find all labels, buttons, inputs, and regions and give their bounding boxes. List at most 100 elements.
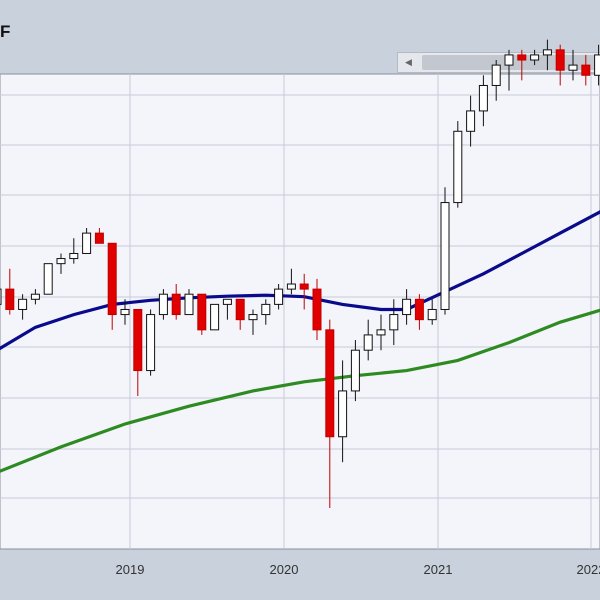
candle <box>235 298 245 330</box>
candle <box>107 242 117 330</box>
candle <box>376 314 386 351</box>
candle-body <box>56 258 66 265</box>
candle <box>197 293 207 335</box>
candle <box>5 268 15 315</box>
candle <box>261 299 271 325</box>
candle <box>325 319 335 509</box>
candle-body <box>69 252 79 260</box>
candle <box>440 187 450 315</box>
candle-body <box>402 298 412 316</box>
candle-body <box>5 288 15 310</box>
grid-lines <box>0 74 600 549</box>
candles <box>0 39 600 509</box>
candle-body <box>427 308 437 321</box>
candle <box>69 238 79 264</box>
chart-title: F <box>0 22 11 41</box>
candle-body <box>133 308 143 372</box>
plot-area <box>0 73 600 550</box>
candle <box>146 309 156 376</box>
candle <box>453 121 463 208</box>
candle <box>414 294 424 330</box>
candle-body <box>299 283 309 290</box>
candle <box>427 299 437 325</box>
candle <box>389 299 399 346</box>
candle <box>478 75 488 127</box>
candle <box>530 49 540 66</box>
candle-body <box>0 288 2 305</box>
x-axis-ticks: 2019 2020 2021 2022 <box>116 562 600 577</box>
candle-body <box>504 54 514 66</box>
candle <box>120 299 130 325</box>
x-tick-label: 2022 <box>577 562 600 577</box>
candle-body <box>94 232 104 244</box>
candle-body <box>414 298 424 321</box>
candle-body <box>542 49 552 56</box>
candle <box>299 273 309 310</box>
candle-body <box>312 288 322 331</box>
candle <box>158 289 168 320</box>
candle-body <box>158 293 168 316</box>
candle <box>210 303 220 331</box>
candle <box>30 289 40 305</box>
candle <box>18 294 28 320</box>
candle-body <box>594 54 600 76</box>
candle-body <box>82 232 92 254</box>
candle <box>402 289 412 325</box>
candle-body <box>248 314 258 321</box>
candle-body <box>120 308 130 316</box>
candle <box>222 298 232 320</box>
candle <box>363 319 373 361</box>
candle-body <box>389 314 399 331</box>
candle <box>542 39 552 71</box>
candle <box>581 54 591 86</box>
candle-body <box>146 314 156 372</box>
candle-body <box>466 110 476 132</box>
candle-body <box>478 84 488 112</box>
candle-body <box>184 293 194 316</box>
candle-body <box>338 390 348 438</box>
candle <box>184 289 194 316</box>
candle-body <box>517 54 527 61</box>
candle-body <box>581 64 591 76</box>
candle-body <box>210 303 220 331</box>
candle-body <box>261 303 271 316</box>
candle-body <box>350 349 360 392</box>
candle <box>338 360 348 463</box>
candle-body <box>107 242 117 316</box>
candle-body <box>171 293 181 316</box>
candle <box>248 309 258 335</box>
candle-body <box>363 334 373 351</box>
candle <box>312 278 322 341</box>
candle-body <box>286 283 296 290</box>
candle-body <box>568 64 578 71</box>
candle-body <box>274 288 284 305</box>
candle <box>94 228 104 244</box>
candle <box>491 60 501 101</box>
candle-body <box>491 64 501 86</box>
candle <box>504 49 514 91</box>
candle-body <box>18 298 28 310</box>
candle <box>82 228 92 254</box>
candle <box>286 268 296 295</box>
candle-body <box>325 329 335 438</box>
candle-body <box>197 293 207 331</box>
candle <box>555 44 565 86</box>
candle-body <box>43 263 53 295</box>
x-tick-label: 2020 <box>270 562 299 577</box>
candle <box>568 49 578 81</box>
candle-body <box>235 298 245 321</box>
scroll-left-arrow-icon[interactable]: ◀ <box>405 57 412 67</box>
candle <box>171 284 181 320</box>
candle-body <box>30 293 40 300</box>
candle <box>56 253 66 274</box>
candle-body <box>440 202 450 310</box>
candle-body <box>376 329 386 336</box>
candle-body <box>530 54 540 61</box>
candle <box>594 44 600 86</box>
candle <box>43 263 53 295</box>
candle <box>350 340 360 402</box>
candle-body <box>222 298 232 305</box>
candle <box>466 95 476 147</box>
candle <box>133 308 143 397</box>
